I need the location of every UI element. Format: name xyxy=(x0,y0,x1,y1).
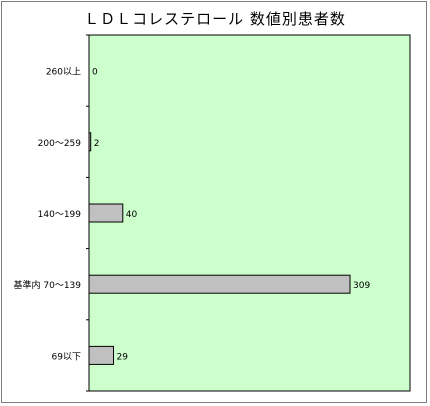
bar xyxy=(88,132,92,152)
bar xyxy=(88,203,124,223)
chart-title: ＬＤＬコレステロール 数値別患者数 xyxy=(84,10,346,28)
category-label: 140～199 xyxy=(38,210,82,220)
data-label: 309 xyxy=(353,281,370,291)
bar xyxy=(88,345,114,365)
data-label: 0 xyxy=(92,68,98,78)
data-label: 2 xyxy=(94,139,100,149)
plot-area xyxy=(88,34,411,392)
data-label: 29 xyxy=(116,352,128,362)
category-label: 69以下 xyxy=(52,352,81,362)
data-label: 40 xyxy=(126,210,138,220)
bar xyxy=(88,274,351,294)
category-label: 260以上 xyxy=(46,67,81,78)
category-label: 基準内 70～139 xyxy=(14,279,82,291)
category-label: 200～259 xyxy=(38,139,82,149)
